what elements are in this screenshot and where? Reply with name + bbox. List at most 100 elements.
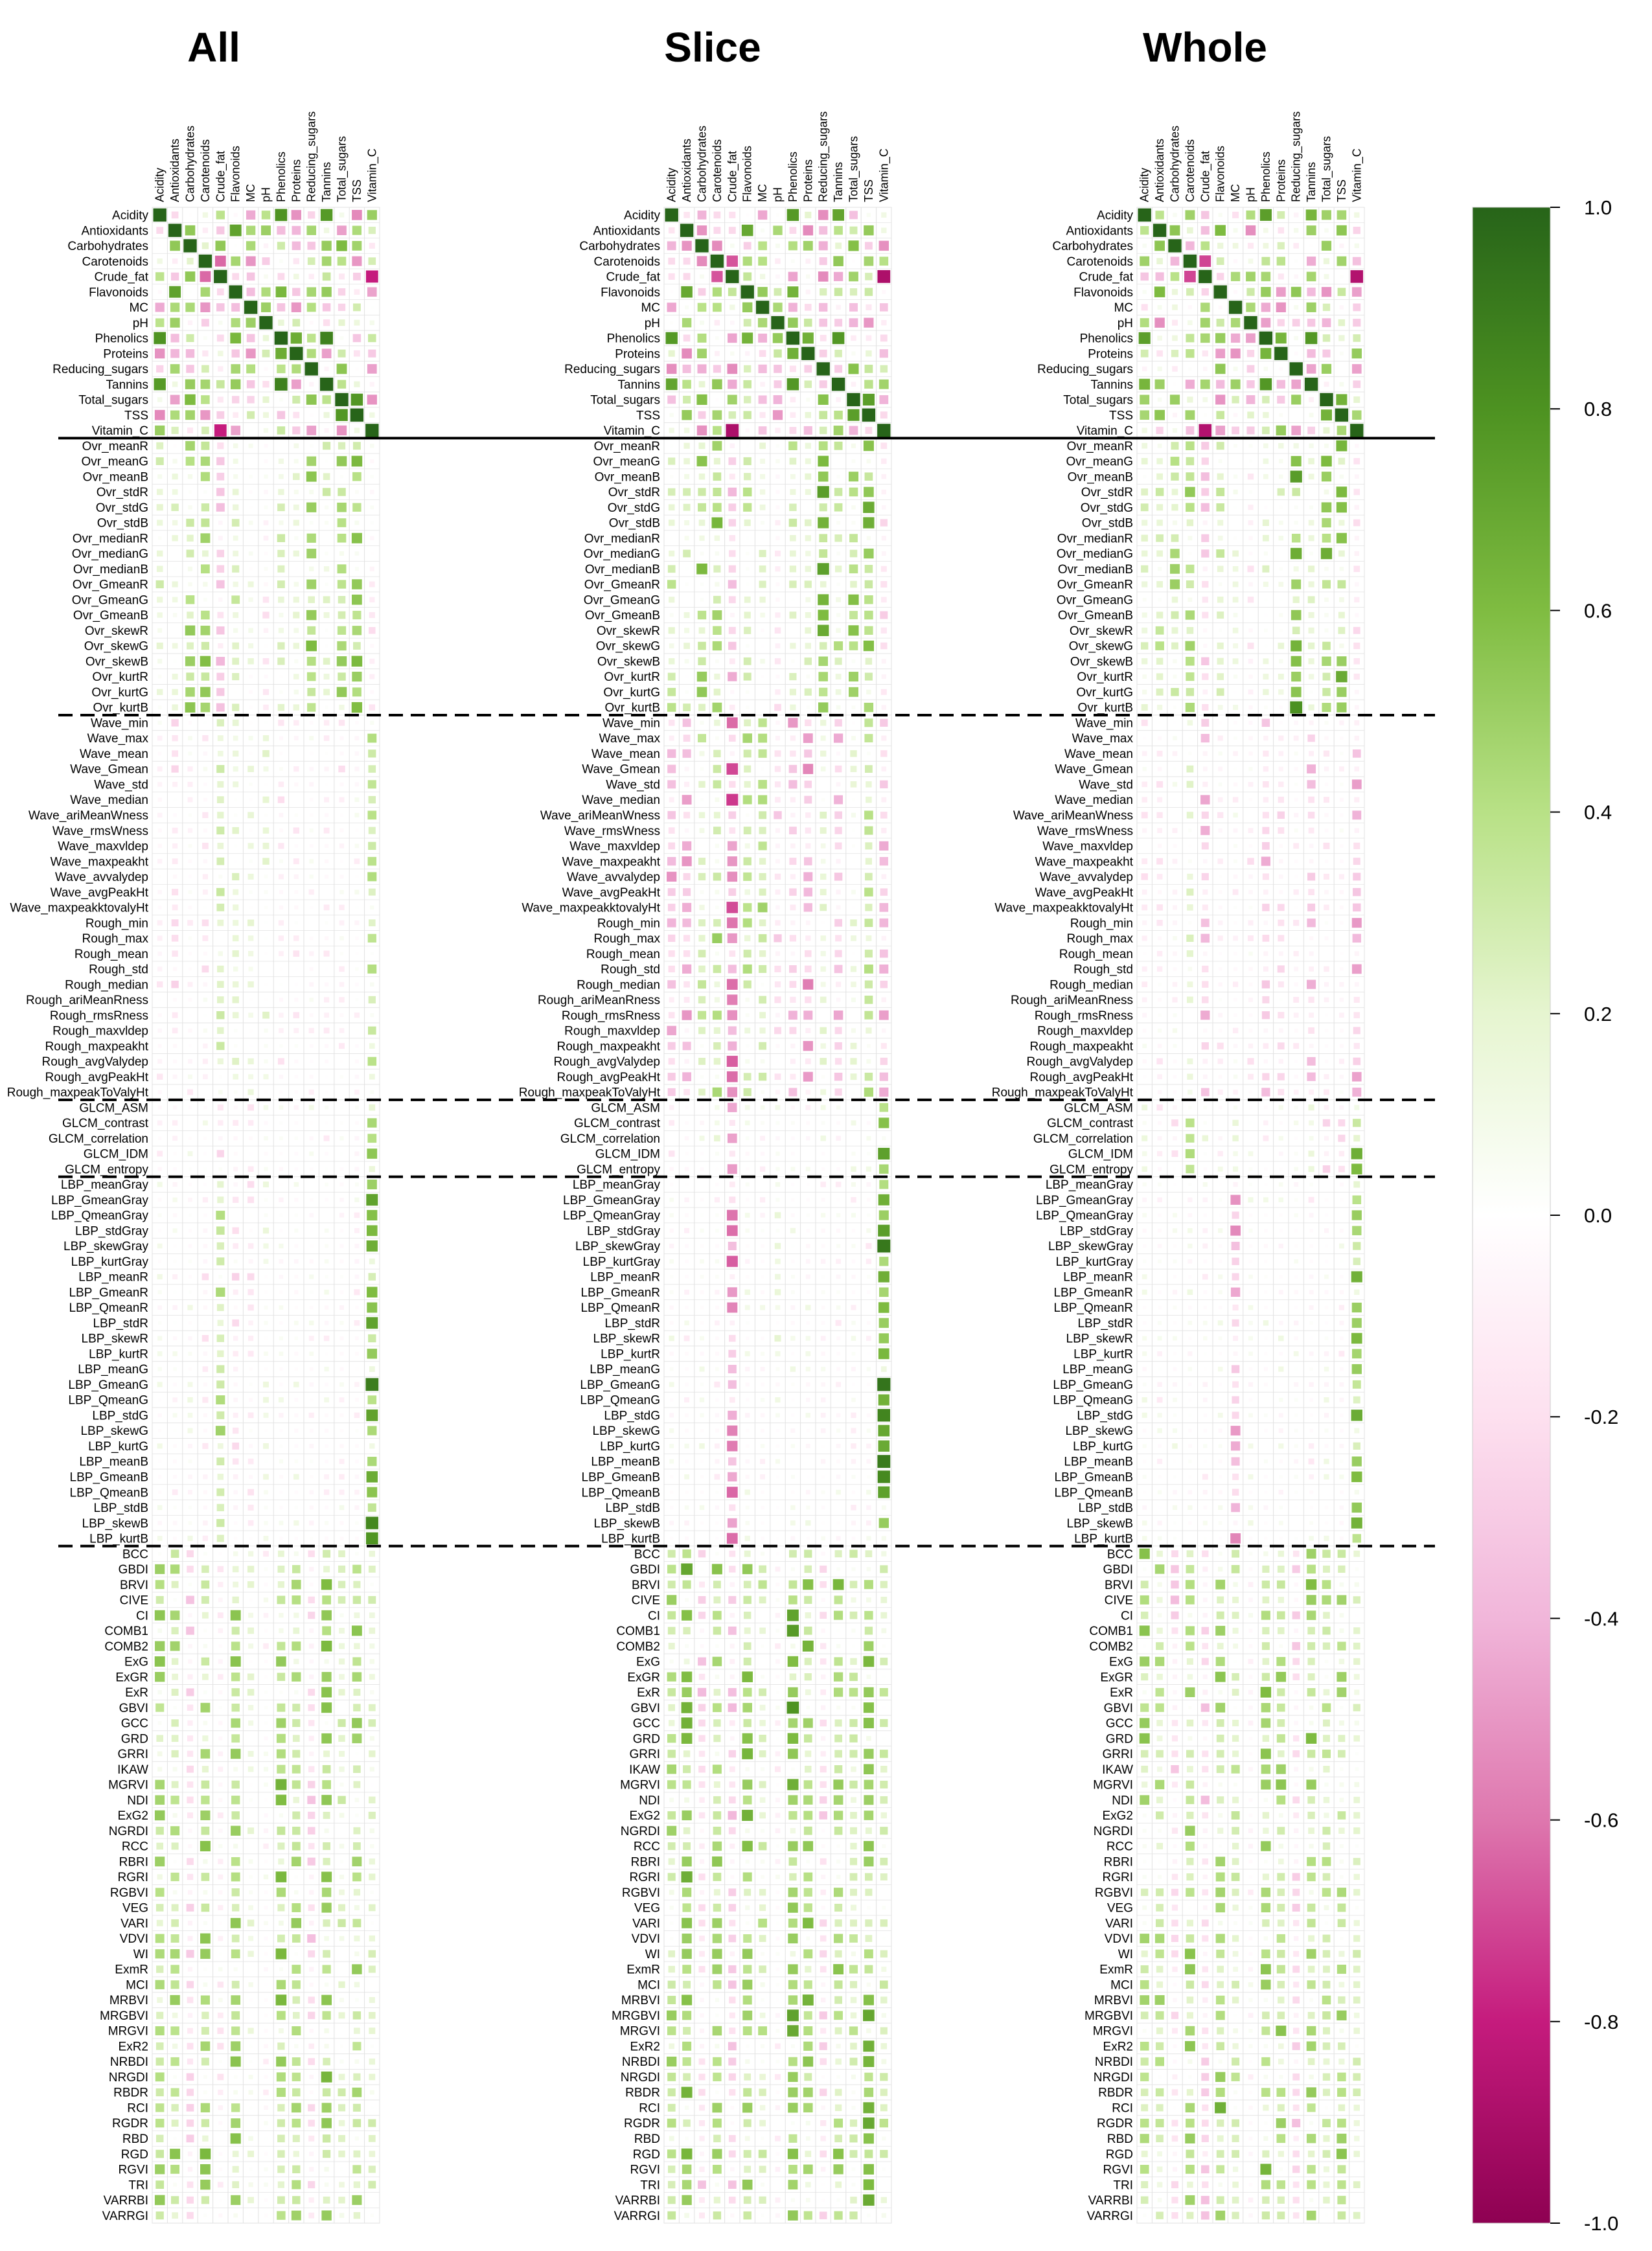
heatmap-cell (248, 1444, 253, 1448)
row-label: LBP_stdG (604, 1409, 660, 1423)
heatmap-cell (249, 1382, 253, 1386)
heatmap-cell (758, 749, 767, 758)
heatmap-cell (700, 1105, 704, 1110)
heatmap-cell (758, 780, 767, 789)
heatmap-cell (775, 258, 781, 264)
heatmap-cell (683, 1750, 691, 1757)
heatmap-cell (170, 334, 179, 343)
heatmap-cell (834, 2134, 842, 2143)
heatmap-cell (171, 1735, 179, 1743)
heatmap-cell (714, 1474, 720, 1480)
heatmap-cell (667, 1750, 676, 1758)
heatmap-cell (293, 490, 299, 494)
heatmap-cell (697, 333, 707, 343)
heatmap-cell (370, 905, 374, 910)
heatmap-cell (713, 303, 722, 312)
heatmap-cell (354, 490, 359, 494)
heatmap-cell (216, 226, 225, 234)
heatmap-cell (338, 672, 346, 681)
heatmap-cell (173, 1536, 178, 1540)
heatmap-cell (292, 1579, 301, 1590)
heatmap-cell (877, 1470, 890, 1483)
heatmap-cell (1308, 458, 1314, 464)
heatmap-cell (339, 1275, 344, 1279)
heatmap-cell (309, 998, 314, 1002)
heatmap-cell (218, 1936, 224, 1941)
heatmap-cell (790, 1567, 795, 1571)
heatmap-cell (292, 225, 301, 235)
heatmap-cell (354, 920, 360, 926)
heatmap-cell (847, 409, 860, 421)
heatmap-cell (775, 1858, 781, 1864)
heatmap-cell (774, 766, 781, 772)
heatmap-cell (340, 2167, 343, 2171)
row-label: Carotenoids (82, 255, 148, 269)
heatmap-cell (759, 2120, 766, 2127)
heatmap-cell (864, 672, 873, 681)
heatmap-cell (790, 550, 796, 557)
heatmap-cell (1201, 442, 1210, 450)
heatmap-cell (1171, 350, 1179, 358)
column-label: Proteins (290, 159, 303, 202)
heatmap-cell (713, 1735, 721, 1743)
heatmap-cell (1294, 336, 1299, 341)
heatmap-cell (339, 1397, 345, 1402)
heatmap-cell (791, 659, 795, 663)
heatmap-cell (880, 1780, 888, 1788)
heatmap-cell (669, 997, 674, 1003)
column-label: Total_sugars (336, 136, 349, 202)
heatmap-cell (339, 981, 345, 987)
heatmap-cell (339, 1812, 345, 1818)
heatmap-cell (187, 1674, 193, 1680)
heatmap-cell (805, 442, 811, 449)
heatmap-cell (201, 518, 210, 527)
heatmap-cell (1232, 211, 1239, 218)
heatmap-cell (788, 1549, 797, 1558)
heatmap-cell (866, 350, 872, 357)
heatmap-cell (713, 780, 722, 789)
row-label: Crude_fat (1079, 271, 1134, 284)
heatmap-cell (761, 1660, 764, 1663)
heatmap-cell (713, 626, 722, 635)
heatmap-cell (742, 257, 752, 266)
heatmap-cell (324, 1397, 329, 1402)
heatmap-cell (698, 1549, 706, 1558)
heatmap-cell (729, 1951, 735, 1956)
heatmap-cell (821, 1198, 825, 1202)
heatmap-cell (155, 2057, 164, 2066)
row-label: Vitamin_C (92, 424, 148, 438)
heatmap-cell (819, 2042, 827, 2050)
heatmap-cell (353, 1889, 360, 1896)
heatmap-cell (714, 1197, 720, 1203)
heatmap-cell (155, 1949, 165, 1959)
heatmap-cell (864, 1072, 873, 1081)
heatmap-cell (202, 550, 209, 557)
heatmap-cell (309, 1075, 314, 1079)
heatmap-cell (788, 1857, 797, 1866)
heatmap-cell (713, 565, 721, 573)
heatmap-cell (214, 255, 226, 267)
heatmap-cell (790, 534, 796, 542)
heatmap-cell (1200, 317, 1210, 328)
heatmap-cell (187, 1566, 194, 1573)
heatmap-cell (669, 735, 674, 741)
heatmap-cell (820, 2167, 826, 2172)
row-label: LBP_meanR (78, 1271, 148, 1285)
heatmap-cell (155, 272, 165, 281)
heatmap-cell (308, 2120, 315, 2127)
heatmap-cell (218, 320, 223, 325)
heatmap-cell (1306, 364, 1316, 374)
heatmap-cell (278, 2028, 284, 2033)
heatmap-cell (683, 735, 691, 742)
heatmap-cell (172, 1228, 178, 1233)
heatmap-cell (820, 2120, 827, 2127)
heatmap-cell (788, 2057, 797, 2066)
heatmap-cell (203, 1074, 208, 1080)
heatmap-cell (878, 1486, 890, 1498)
heatmap-cell (369, 2090, 374, 2095)
heatmap-cell (775, 674, 780, 679)
heatmap-cell (367, 1302, 378, 1313)
heatmap-cell (775, 274, 780, 279)
heatmap-cell (308, 2212, 315, 2219)
heatmap-cell (187, 920, 193, 926)
